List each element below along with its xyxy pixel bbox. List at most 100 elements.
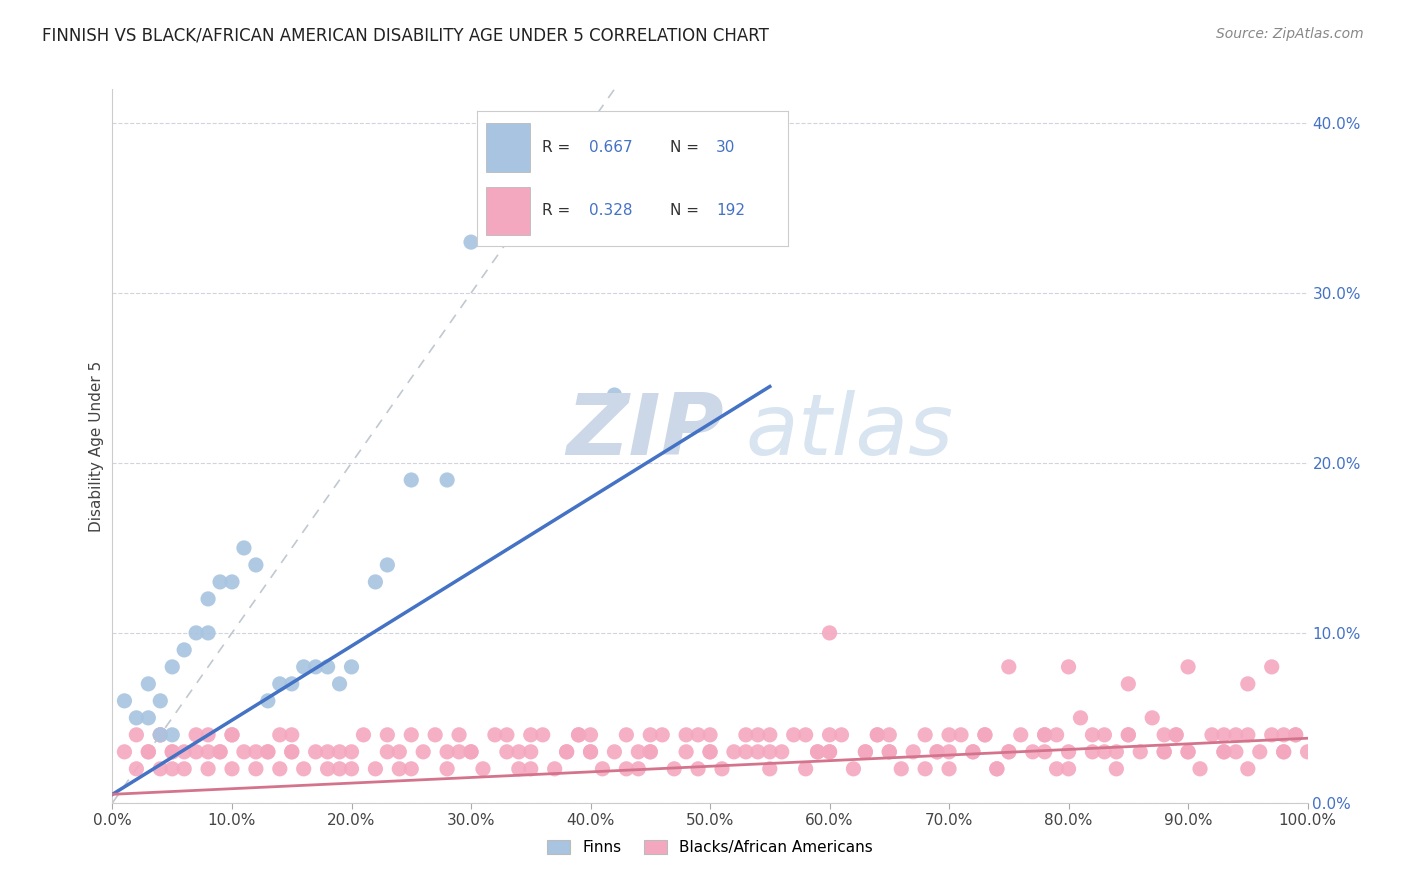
Point	[209, 745, 232, 759]
Point	[688, 762, 710, 776]
Point	[794, 728, 817, 742]
Point	[138, 711, 160, 725]
Point	[186, 728, 208, 742]
Point	[245, 558, 267, 572]
Point	[675, 745, 697, 759]
Point	[436, 762, 458, 776]
Point	[914, 762, 936, 776]
Point	[879, 745, 901, 759]
Point	[292, 762, 315, 776]
Point	[149, 694, 172, 708]
Point	[1046, 762, 1069, 776]
Point	[1010, 728, 1032, 742]
Point	[938, 728, 960, 742]
Point	[879, 728, 901, 742]
Point	[1189, 762, 1212, 776]
Point	[747, 728, 769, 742]
Point	[890, 762, 912, 776]
Point	[1285, 728, 1308, 742]
Point	[998, 660, 1021, 674]
Point	[1033, 745, 1056, 759]
Point	[1272, 745, 1295, 759]
Point	[305, 660, 328, 674]
Point	[950, 728, 973, 742]
Point	[903, 745, 925, 759]
Point	[245, 745, 267, 759]
Point	[927, 745, 949, 759]
Point	[460, 235, 482, 249]
Point	[162, 762, 183, 776]
Point	[257, 745, 280, 759]
Point	[1166, 728, 1188, 742]
Point	[1272, 745, 1295, 759]
Point	[1153, 728, 1175, 742]
Point	[543, 762, 565, 776]
Point	[520, 745, 543, 759]
Point	[747, 745, 769, 759]
Point	[842, 762, 865, 776]
Point	[520, 762, 543, 776]
Point	[640, 745, 662, 759]
Point	[352, 728, 374, 742]
Point	[735, 745, 758, 759]
Point	[388, 762, 411, 776]
Point	[221, 574, 243, 589]
Point	[138, 677, 160, 691]
Point	[377, 558, 399, 572]
Point	[125, 711, 148, 725]
Text: FINNISH VS BLACK/AFRICAN AMERICAN DISABILITY AGE UNDER 5 CORRELATION CHART: FINNISH VS BLACK/AFRICAN AMERICAN DISABI…	[42, 27, 769, 45]
Point	[616, 728, 638, 742]
Point	[1057, 762, 1080, 776]
Point	[1105, 745, 1128, 759]
Point	[329, 677, 352, 691]
Point	[149, 762, 172, 776]
Point	[162, 745, 183, 759]
Point	[162, 660, 183, 674]
Point	[425, 728, 447, 742]
Point	[245, 762, 267, 776]
Point	[1022, 745, 1045, 759]
Point	[269, 728, 291, 742]
Point	[508, 745, 530, 759]
Point	[1153, 745, 1175, 759]
Point	[866, 728, 889, 742]
Point	[759, 728, 782, 742]
Point	[377, 745, 399, 759]
Point	[938, 745, 960, 759]
Point	[1094, 745, 1116, 759]
Point	[377, 728, 399, 742]
Point	[329, 745, 352, 759]
Point	[794, 762, 817, 776]
Point	[998, 745, 1021, 759]
Point	[1118, 677, 1140, 691]
Point	[831, 728, 853, 742]
Point	[1166, 728, 1188, 742]
Point	[782, 728, 804, 742]
Point	[221, 728, 243, 742]
Point	[305, 745, 328, 759]
Text: Source: ZipAtlas.com: Source: ZipAtlas.com	[1216, 27, 1364, 41]
Point	[855, 745, 877, 759]
Point	[986, 762, 1008, 776]
Point	[938, 762, 960, 776]
Point	[1285, 728, 1308, 742]
Point	[1118, 728, 1140, 742]
Point	[364, 574, 387, 589]
Point	[257, 745, 280, 759]
Point	[579, 745, 602, 759]
Point	[627, 745, 650, 759]
Point	[281, 728, 304, 742]
Point	[233, 541, 256, 555]
Point	[807, 745, 830, 759]
Point	[1237, 762, 1260, 776]
Point	[340, 660, 363, 674]
Point	[1249, 745, 1271, 759]
Point	[555, 745, 578, 759]
Point	[603, 745, 626, 759]
Point	[962, 745, 984, 759]
Point	[125, 762, 148, 776]
Point	[735, 728, 758, 742]
Point	[723, 745, 745, 759]
Point	[818, 745, 841, 759]
Text: atlas: atlas	[747, 390, 953, 474]
